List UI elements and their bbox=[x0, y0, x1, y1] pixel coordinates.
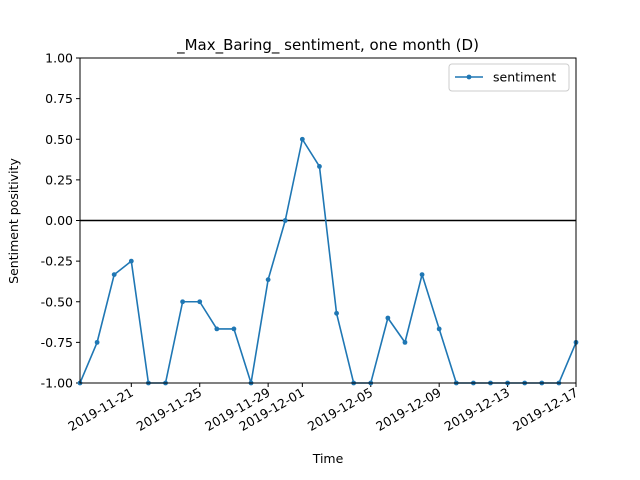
data-point-21 bbox=[436, 326, 442, 332]
y-tick-label-8: -1.00 bbox=[41, 376, 73, 391]
data-point-13 bbox=[299, 136, 305, 142]
chart-title: _Max_Baring_ sentiment, one month (D) bbox=[176, 36, 479, 55]
y-tick-label-7: -0.75 bbox=[41, 335, 73, 350]
legend-marker-sample bbox=[466, 74, 472, 80]
data-point-20 bbox=[419, 272, 425, 278]
x-axis-label: Time bbox=[312, 451, 344, 466]
data-point-8 bbox=[214, 326, 220, 332]
legend-box bbox=[448, 63, 570, 92]
y-tick-label-4: 0.00 bbox=[45, 213, 73, 228]
legend: sentiment bbox=[448, 63, 570, 92]
data-point-14 bbox=[317, 163, 322, 169]
data-point-3 bbox=[128, 258, 134, 264]
y-tick-label-0: 1.00 bbox=[45, 51, 73, 66]
data-point-6 bbox=[180, 299, 186, 305]
data-point-1 bbox=[94, 339, 100, 345]
y-axis-label: Sentiment positivity bbox=[6, 158, 21, 284]
y-tick-label-1: 0.75 bbox=[45, 91, 73, 106]
y-tick-label-2: 0.50 bbox=[45, 132, 73, 147]
data-point-19 bbox=[402, 339, 408, 345]
y-tick-label-3: 0.25 bbox=[45, 172, 73, 187]
data-point-15 bbox=[334, 310, 339, 316]
y-tick-label-5: -0.25 bbox=[41, 254, 73, 269]
data-point-2 bbox=[111, 272, 117, 278]
data-point-7 bbox=[197, 299, 203, 305]
y-tick-label-6: -0.50 bbox=[41, 294, 73, 309]
legend-label: sentiment bbox=[493, 70, 556, 85]
axes-frame bbox=[79, 57, 577, 384]
data-point-11 bbox=[265, 277, 271, 283]
data-point-18 bbox=[385, 315, 391, 321]
data-point-9 bbox=[231, 326, 237, 332]
data-point-12 bbox=[282, 218, 288, 223]
